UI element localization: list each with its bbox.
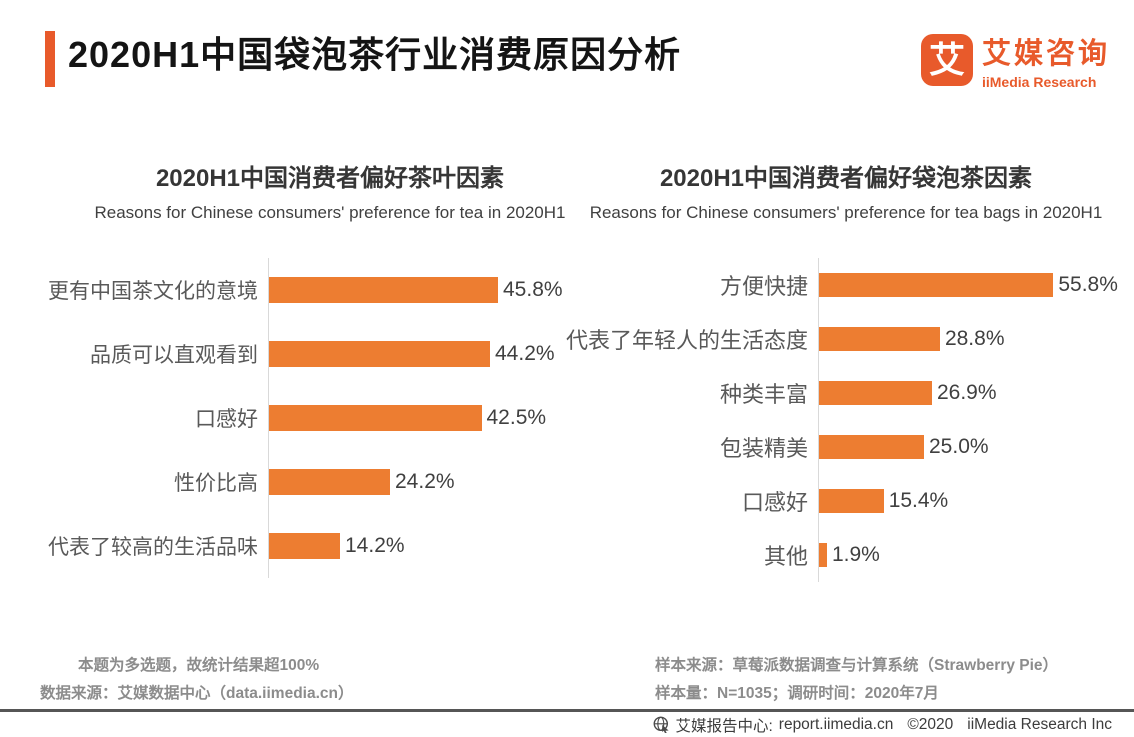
value-label: 25.0% [929, 435, 989, 458]
bar-row: 性价比高 24.2% [40, 450, 570, 514]
bar-row: 种类丰富 26.9% [572, 366, 1120, 420]
category-label: 更有中国茶文化的意境 [48, 280, 258, 303]
report-center-url: report.iimedia.cn [778, 715, 894, 733]
category-label: 性价比高 [174, 472, 258, 495]
footer-credit: 艾媒报告中心: report.iimedia.cn ©2020 iiMedia … [653, 712, 1112, 737]
bar-track: 14.2% [268, 514, 519, 578]
chart-header: 2020H1中国消费者偏好茶叶因素 Reasons for Chinese co… [40, 164, 570, 224]
value-label: 26.9% [936, 381, 997, 404]
bar-row: 其他 1.9% [572, 528, 1120, 582]
bar-track: 44.2% [268, 322, 555, 386]
copyright: ©2020 [907, 715, 954, 733]
footnotes-left: 本题为多选题，故统计结果超100% 数据来源：艾媒数据中心（data.iimed… [40, 652, 353, 708]
bar-track: 55.8% [818, 258, 1118, 312]
bar [819, 327, 940, 351]
logo-text: 艾媒咨询 iiMedia Research [982, 30, 1110, 90]
bar [269, 405, 482, 431]
value-label: 1.9% [831, 543, 880, 566]
footnote-data-source: 数据来源：艾媒数据中心（data.iimedia.cn） [40, 685, 354, 702]
footer-divider [0, 709, 1134, 712]
bar-row: 品质可以直观看到 44.2% [40, 322, 570, 386]
bar-row: 口感好 15.4% [572, 474, 1120, 528]
report-center-label: 艾媒报告中心: [675, 717, 773, 735]
bar-track: 28.8% [818, 312, 1071, 366]
bar-track: 26.9% [818, 366, 1071, 420]
value-label: 14.2% [345, 534, 405, 557]
page-title: 2020H1中国袋泡茶行业消费原因分析 [68, 34, 682, 75]
bar [269, 341, 490, 367]
value-label: 42.5% [486, 406, 547, 429]
iimedia-logo-icon: 艾 [920, 34, 973, 86]
globe-cursor-icon [654, 716, 670, 733]
chart-title: 2020H1中国消费者偏好袋泡茶因素 [659, 165, 1033, 192]
chart-subtitle: Reasons for Chinese consumers' preferenc… [94, 203, 566, 222]
category-label: 口感好 [741, 490, 808, 515]
bar [819, 543, 827, 567]
bar [819, 273, 1054, 297]
bar-plot: 方便快捷 55.8% 代表了年轻人的生活态度 28.8% 种类丰富 26.9% 包装精美 25… [565, 258, 1120, 582]
iimedia-logo: 艾 艾媒咨询 iiMedia Research [920, 30, 1110, 90]
value-label: 15.4% [888, 489, 949, 512]
bar-track: 1.9% [818, 528, 1071, 582]
category-label: 种类丰富 [719, 382, 808, 407]
bar [819, 489, 884, 513]
category-label: 口感好 [195, 408, 258, 431]
category-label: 代表了较高的生活品味 [48, 536, 258, 559]
bar-plot: 更有中国茶文化的意境 45.8% 品质可以直观看到 44.2% 口感好 42.5% 性价比高… [40, 258, 570, 578]
value-label: 24.2% [395, 470, 455, 493]
footnotes-right: 样本来源：草莓派数据调查与计算系统（Strawberry Pie） 样本量：N=… [655, 652, 1058, 708]
bar-track: 42.5% [268, 386, 546, 450]
bar-row: 更有中国茶文化的意境 45.8% [40, 258, 570, 322]
chart-header: 2020H1中国消费者偏好袋泡茶因素 Reasons for Chinese c… [572, 164, 1120, 224]
bar-row: 代表了年轻人的生活态度 28.8% [565, 312, 1120, 366]
bar-row: 包装精美 25.0% [572, 420, 1120, 474]
category-label: 包装精美 [719, 436, 808, 461]
bar [269, 469, 390, 495]
bar-row: 方便快捷 55.8% [572, 258, 1120, 312]
bar-track: 45.8% [268, 258, 563, 322]
category-label: 方便快捷 [719, 274, 808, 299]
category-label: 品质可以直观看到 [90, 344, 258, 367]
logo-mark-glyph: 艾 [928, 39, 965, 80]
footnote-sample-source: 样本来源：草莓派数据调查与计算系统（Strawberry Pie） [655, 657, 1059, 674]
company-name: iiMedia Research Inc [967, 715, 1112, 733]
bar-track: 25.0% [818, 420, 1071, 474]
footnote-sample-size: 样本量：N=1035；调研时间：2020年7月 [655, 685, 939, 702]
logo-name-en: iiMedia Research [981, 74, 1097, 90]
category-label: 代表了年轻人的生活态度 [565, 328, 808, 353]
bar-row: 代表了较高的生活品味 14.2% [40, 514, 570, 578]
bar [819, 435, 924, 459]
value-label: 55.8% [1058, 273, 1118, 296]
category-label: 其他 [763, 544, 808, 569]
value-label: 45.8% [503, 278, 563, 301]
bar-track: 24.2% [268, 450, 519, 514]
chart-subtitle: Reasons for Chinese consumers' preferenc… [589, 203, 1103, 222]
chart-tea-preference: 2020H1中国消费者偏好茶叶因素 Reasons for Chinese co… [40, 164, 570, 578]
bar-track: 15.4% [818, 474, 1071, 528]
chart-teabag-preference: 2020H1中国消费者偏好袋泡茶因素 Reasons for Chinese c… [565, 164, 1120, 582]
bar [819, 381, 932, 405]
bar-row: 口感好 42.5% [40, 386, 570, 450]
value-label: 28.8% [944, 327, 1005, 350]
logo-name-cn: 艾媒咨询 [981, 38, 1110, 70]
chart-title: 2020H1中国消费者偏好茶叶因素 [155, 165, 505, 192]
bar [269, 533, 340, 559]
title-accent-bar [45, 31, 55, 87]
footnote-multiselect: 本题为多选题，故统计结果超100% [78, 657, 320, 674]
bar [269, 277, 498, 303]
value-label: 44.2% [495, 342, 555, 365]
